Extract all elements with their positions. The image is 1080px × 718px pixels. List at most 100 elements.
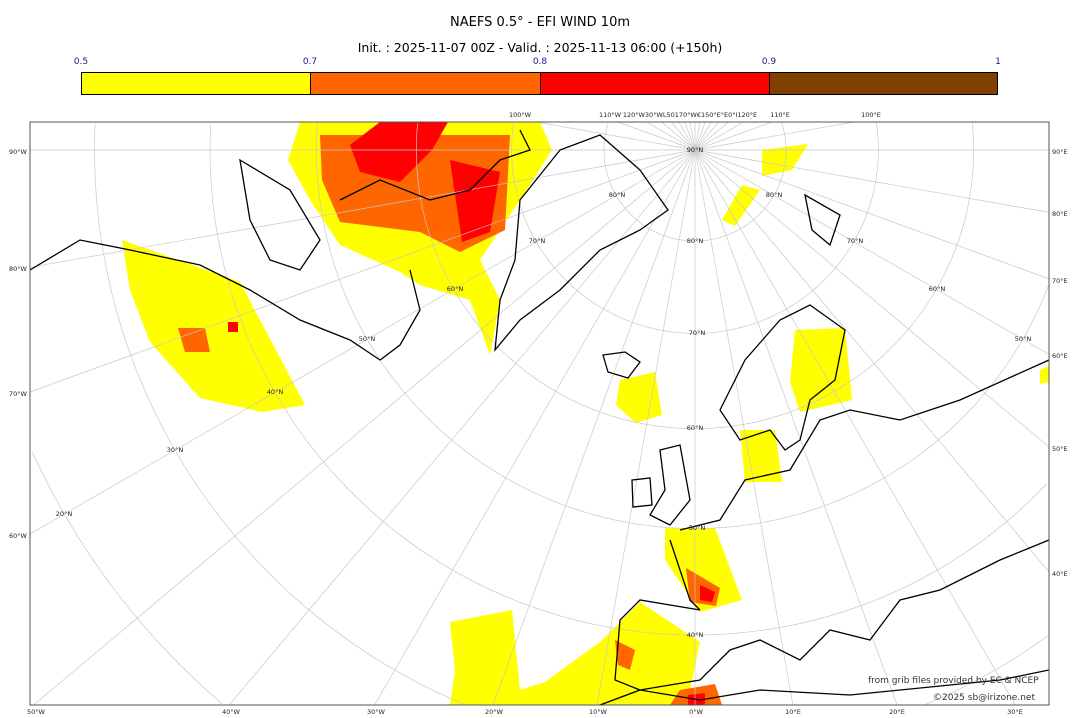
meridian-line [536,122,696,151]
coastline-uk [649,444,691,526]
coastline-greenland [494,134,669,353]
meridian-line [678,122,696,151]
graticule-label: 70°N [689,329,706,337]
latitude-circle [415,123,975,430]
graticule-label: 30°N [167,446,184,454]
meridian-line [33,149,696,705]
efi-area-yellow [722,185,760,226]
colorbar-label: 0.8 [532,57,548,67]
meridian-line [30,149,696,268]
coastline-canada [30,239,421,361]
coastline-hudson [239,158,321,271]
graticule-label: 20°W [485,708,504,716]
meridian-line [694,149,794,705]
graticule-label: 40°W [222,708,241,716]
meridian-line [30,149,696,535]
efi-area-yellow [616,372,662,423]
graticule-label: 80°W [9,265,28,273]
meridian-line [671,122,696,151]
colorbar-bin-0.7-0.8 [310,72,540,95]
graticule-label: 60°N [929,285,946,293]
meridian-line [689,122,696,151]
latitude-circle [511,122,879,334]
efi-area-red [350,122,448,182]
graticule-label: 70°N [847,237,864,245]
graticule-label: 50°E [1052,445,1068,453]
meridian-line [694,122,854,151]
graticule-label: 80°E [1052,210,1068,218]
colorbar-label: 1 [995,57,1001,67]
meridian-line [694,122,706,151]
graticule-label: 40°N [687,631,704,639]
graticule [30,122,1049,705]
graticule-label: 10°W [589,708,608,716]
meridian-line [694,149,1016,705]
graticule-label: 80°N [609,191,626,199]
graticule-label: 90°N [687,146,704,154]
meridian-line [694,122,773,151]
colorbar-label: 0.9 [761,57,777,67]
meridian-line [694,122,719,151]
graticule-label: 30°W [367,708,386,716]
efi-area-yellow [665,528,742,612]
map-title: NAEFS 0.5° - EFI WIND 10m [449,15,630,30]
coastline-arctic-islands [339,129,531,201]
coastline-scandinavia [719,304,846,451]
graticule-label: 50°N [1015,335,1032,343]
latitude-circle [316,123,1049,529]
graticule-label: 60°N [447,285,464,293]
graticule-label: 50°W [27,708,46,716]
graticule-label: 60°N [687,424,704,432]
meridian-line [694,122,701,151]
map-subtitle: Init. : 2025-11-07 00Z - Valid. : 2025-1… [357,40,723,55]
graticule-label: 120°W30°WL50170°W€150°E°E0°I120°E [623,111,757,119]
latitude-circle [603,122,787,242]
graticule-label: 50°N [359,335,376,343]
coastline-europe [599,359,1049,705]
meridian-line [30,149,696,393]
meridian-line [694,149,1049,355]
graticule-label: 40°N [267,388,284,396]
meridian-line [694,149,1049,573]
graticule-label: 80°N [766,191,783,199]
graticule-label: 100°W [509,111,532,119]
graticule-label: 100°E [861,111,881,119]
colorbar-bin-0.9-1 [769,72,998,95]
meridian-line [694,149,898,705]
map-frame [29,121,1050,706]
latitude-circle [94,123,1049,705]
graticule-label: 20°E [889,708,905,716]
credit-source: from grib files provided by EC & NCEP [868,676,1039,686]
efi-area-red [450,160,500,242]
graticule-label: 0°W [689,708,703,716]
efi-area-red [228,322,238,332]
graticule-label: 70°N [529,237,546,245]
meridian-line [374,149,696,705]
graticule-label: 40°E [1052,570,1068,578]
colorbar-bin-0.5-0.7 [81,72,310,95]
meridian-line [694,149,1049,213]
graticule-label: 90°E [1052,148,1068,156]
efi-area-yellow [122,240,305,412]
meridian-line [694,122,712,151]
meridian-line [694,122,744,151]
efi-area-yellow [762,144,808,176]
graticule-label: 60°W [9,532,28,540]
colorbar-bin-0.8-0.9 [540,72,769,95]
coastline-iceland [602,351,641,379]
latitude-circle [32,451,223,704]
latitude-circle [209,124,1048,636]
colorbar-label: 0.7 [302,57,318,67]
efi-area-yellow [450,602,720,705]
meridian-line [694,149,1049,448]
graticule-label: 90°W [9,148,28,156]
graticule-label: 20°N [56,510,73,518]
meridian-line [617,122,696,151]
meridian-line [229,149,696,705]
graticule-label: 10°E [785,708,801,716]
efi-area-orange [615,640,635,670]
meridian-line [492,149,696,705]
meridian-line [596,149,696,705]
efi-area-red [700,585,715,602]
